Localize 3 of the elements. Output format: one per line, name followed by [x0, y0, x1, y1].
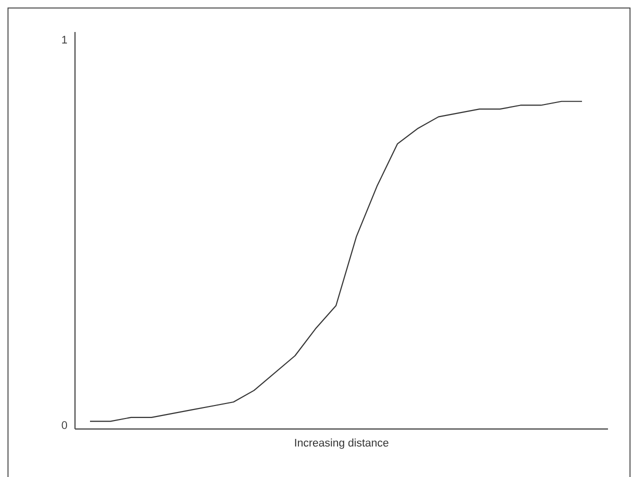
- y-tick-label: 1: [62, 36, 67, 44]
- y-tick-label: 0: [62, 421, 68, 430]
- x-axis-title: Increasing distance: [295, 438, 388, 449]
